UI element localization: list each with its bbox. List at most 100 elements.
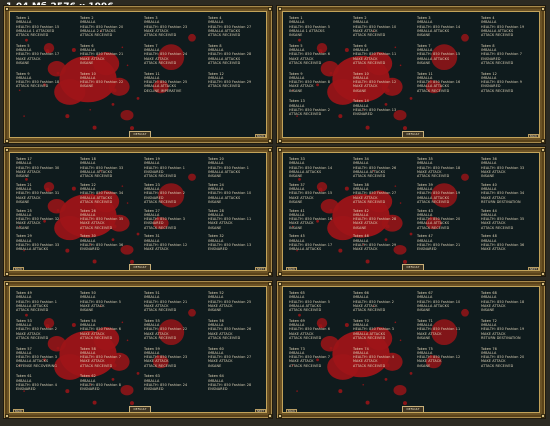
next-button[interactable]: NEXT: [528, 267, 539, 270]
roster-entry[interactable]: Token 1 IMBALLA HEALTH: 850 Fashion 5 IMBAL…: [289, 16, 330, 37]
roster-entry[interactable]: Token 37 IMBALLA HEALTH: 850 Fashion 15 MAK…: [289, 183, 332, 204]
default-button[interactable]: DEFAULT: [129, 264, 151, 270]
roster-entry[interactable]: Token 42 IMBALLA HEALTH: 850 Fashion 28 MAK…: [353, 209, 396, 230]
roster-entry[interactable]: Token 39 IMBALLA HEALTH: 850 Fashion 19 IMB…: [417, 183, 460, 204]
roster-entry[interactable]: Token 29 IMBALLA HEALTH: 850 Fashion 33 IMB…: [16, 234, 59, 251]
roster-entry[interactable]: Token 13 IMBALLA HEALTH: 850 Fashion 2 ATTA…: [289, 99, 330, 116]
default-button[interactable]: DEFAULT: [129, 131, 151, 137]
roster-entry[interactable]: Token 53 IMBALLA HEALTH: 850 Fashion 2 MAKE…: [16, 319, 57, 340]
roster-entry[interactable]: Token 73 IMBALLA HEALTH: 850 Fashion 7 MAKE…: [289, 347, 330, 368]
roster-entry[interactable]: Token 44 IMBALLA HEALTH: 850 Fashion 35 MAK…: [481, 209, 524, 230]
roster-entry[interactable]: Token 36 IMBALLA HEALTH: 850 Fashion 33 MAK…: [481, 157, 524, 178]
roster-entry[interactable]: Token 23 IMBALLA HEALTH: 850 Fashion 2 ENSN…: [144, 183, 185, 204]
roster-entry[interactable]: Token 38 IMBALLA HEALTH: 850 Fashion 27 MAK…: [353, 183, 396, 204]
roster-entry[interactable]: Token 47 IMBALLA HEALTH: 850 Fashion 21 ENS…: [417, 234, 460, 251]
roster-entry[interactable]: Token 67 IMBALLA HEALTH: 850 Fashion 10 IMB…: [417, 291, 460, 312]
roster-entry[interactable]: Token 10 IMBALLA HEALTH: 850 Fashion 12 MAK…: [353, 72, 396, 93]
roster-entry[interactable]: Token 14 IMBALLA HEALTH: 850 Fashion 13 ENS…: [353, 99, 396, 116]
roster-entry[interactable]: Token 9 IMBALLA HEALTH: 850 Fashion 18 ATTA…: [16, 72, 59, 89]
roster-entry[interactable]: Token 9 IMBALLA HEALTH: 850 Fashion 8 MAKE …: [289, 72, 330, 93]
default-button[interactable]: DEFAULT: [402, 406, 424, 412]
roster-entry[interactable]: Token 28 IMBALLA HEALTH: 850 Fashion 11 MAK…: [208, 209, 251, 230]
roster-entry[interactable]: Token 60 IMBALLA HEALTH: 850 Fashion 27 MAK…: [208, 347, 251, 368]
back-button[interactable]: BACK: [286, 409, 297, 413]
roster-entry[interactable]: Token 32 IMBALLA HEALTH: 850 Fashion 13 ENS…: [208, 234, 251, 251]
roster-entry[interactable]: Token 5 IMBALLA HEALTH: 850 Fashion 17 MAKE…: [16, 44, 59, 65]
roster-entry[interactable]: Token 7 IMBALLA HEALTH: 850 Fashion 24 MAKE…: [144, 44, 187, 65]
back-button[interactable]: BACK: [528, 134, 539, 138]
roster-entry[interactable]: Token 7 IMBALLA HEALTH: 850 Fashion 15 IMBA…: [417, 44, 460, 65]
roster-entry[interactable]: Token 69 IMBALLA HEALTH: 850 Fashion 6 MAKE…: [289, 319, 330, 340]
default-button[interactable]: DEFAULT: [402, 131, 424, 137]
roster-entry[interactable]: Token 4 IMBALLA HEALTH: 850 Fashion 27 IMBA…: [208, 16, 251, 37]
roster-entry[interactable]: Token 3 IMBALLA HEALTH: 850 Fashion 14 IMBA…: [417, 16, 460, 37]
roster-entry[interactable]: Token 46 IMBALLA HEALTH: 850 Fashion 29 MAK…: [353, 234, 396, 251]
roster-entry[interactable]: Token 43 IMBALLA HEALTH: 850 Fashion 20 IMB…: [417, 209, 460, 230]
roster-entry[interactable]: Token 31 IMBALLA HEALTH: 850 Fashion 12 MAK…: [144, 234, 187, 251]
roster-entry[interactable]: Token 72 IMBALLA HEALTH: 850 Fashion 19 MAK…: [481, 319, 524, 340]
roster-entry[interactable]: Token 27 IMBALLA HEALTH: 850 Fashion 3 ENSN…: [144, 209, 185, 230]
roster-entry[interactable]: Token 51 IMBALLA HEALTH: 850 Fashion 21 MAK…: [144, 291, 187, 312]
roster-entry[interactable]: Token 61 IMBALLA HEALTH: 850 Fashion 4 ENSN…: [16, 374, 57, 391]
roster-entry[interactable]: Token 52 IMBALLA HEALTH: 850 Fashion 25 MAK…: [208, 291, 251, 312]
default-button[interactable]: DEFAULT: [402, 264, 424, 270]
roster-entry[interactable]: Token 20 IMBALLA HEALTH: 850 Fashion 1 IMBA…: [208, 157, 249, 178]
roster-entry[interactable]: Token 11 IMBALLA HEALTH: 850 Fashion 25 IMB…: [144, 72, 187, 93]
roster-entry[interactable]: Token 3 IMBALLA HEALTH: 850 Fashion 23 MAKE…: [144, 16, 187, 37]
next-button[interactable]: NEXT: [255, 409, 266, 412]
roster-entry[interactable]: Token 71 IMBALLA HEALTH: 850 Fashion 11 MAK…: [417, 319, 460, 340]
back-button[interactable]: BACK: [13, 409, 24, 413]
roster-entry[interactable]: Token 62 IMBALLA HEALTH: 850 Fashion 8 ENSN…: [80, 374, 121, 391]
roster-entry[interactable]: Token 68 IMBALLA HEALTH: 850 Fashion 18 MAK…: [481, 291, 524, 312]
roster-entry[interactable]: Token 17 IMBALLA HEALTH: 850 Fashion 30 MAK…: [16, 157, 59, 178]
roster-entry[interactable]: Token 58 IMBALLA HEALTH: 850 Fashion 7 MAKE…: [80, 347, 121, 368]
roster-entry[interactable]: Token 6 IMBALLA HEALTH: 850 Fashion 21 MAKE…: [80, 44, 123, 65]
roster-entry[interactable]: Token 4 IMBALLA HEALTH: 850 Fashion 19 IMBA…: [481, 16, 524, 37]
roster-entry[interactable]: Token 21 IMBALLA HEALTH: 850 Fashion 31 MAK…: [16, 183, 59, 204]
roster-entry[interactable]: Token 33 IMBALLA HEALTH: 850 Fashion 14 IMB…: [289, 157, 332, 178]
roster-entry[interactable]: Token 76 IMBALLA HEALTH: 850 Fashion 20 MAK…: [481, 347, 524, 368]
roster-entry[interactable]: Token 19 IMBALLA HEALTH: 850 Fashion 1 ENSN…: [144, 157, 185, 178]
roster-entry[interactable]: Token 57 IMBALLA HEALTH: 850 Fashion 3 IMBA…: [16, 347, 57, 368]
roster-entry[interactable]: Token 45 IMBALLA HEALTH: 850 Fashion 17 IMB…: [289, 234, 332, 251]
roster-entry[interactable]: Token 8 IMBALLA HEALTH: 850 Fashion 7 ENSNA…: [481, 44, 522, 65]
default-button[interactable]: DEFAULT: [129, 406, 151, 412]
roster-entry[interactable]: Token 26 IMBALLA HEALTH: 850 Fashion 35 MAK…: [80, 209, 123, 230]
next-button[interactable]: NEXT: [255, 267, 266, 270]
roster-entry[interactable]: Token 49 IMBALLA HEALTH: 850 Fashion 1 IMBA…: [16, 291, 57, 312]
roster-entry[interactable]: Token 11 IMBALLA HEALTH: 850 Fashion 16 IMB…: [417, 72, 460, 93]
roster-entry[interactable]: Token 22 IMBALLA HEALTH: 850 Fashion 34 IMB…: [80, 183, 123, 204]
roster-entry[interactable]: Token 59 IMBALLA HEALTH: 850 Fashion 23 MAK…: [144, 347, 187, 368]
back-button[interactable]: BACK: [286, 267, 297, 271]
roster-entry[interactable]: Token 74 IMBALLA HEALTH: 850 Fashion 4 MAKE…: [353, 347, 394, 368]
roster-entry[interactable]: Token 41 IMBALLA HEALTH: 850 Fashion 16 MAK…: [289, 209, 332, 230]
back-button[interactable]: BACK: [13, 267, 24, 271]
roster-entry[interactable]: Token 55 IMBALLA HEALTH: 850 Fashion 22 MAK…: [144, 319, 187, 340]
roster-entry[interactable]: Token 75 IMBALLA HEALTH: 850 Fashion 12 MAK…: [417, 347, 460, 368]
roster-entry[interactable]: Token 2 IMBALLA HEALTH: 850 Fashion 20 IMBA…: [80, 16, 123, 37]
roster-entry[interactable]: Token 56 IMBALLA HEALTH: 850 Fashion 26 MAK…: [208, 319, 251, 340]
roster-entry[interactable]: Token 5 IMBALLA HEALTH: 850 Fashion 6 MAKE …: [289, 44, 330, 65]
roster-entry[interactable]: Token 63 IMBALLA HEALTH: 850 Fashion 24 ENS…: [144, 374, 187, 391]
roster-entry[interactable]: Token 48 IMBALLA HEALTH: 850 Fashion 36 MAK…: [481, 234, 524, 251]
roster-entry[interactable]: Token 64 IMBALLA HEALTH: 850 Fashion 28 ENS…: [208, 374, 251, 391]
roster-entry[interactable]: Token 34 IMBALLA HEALTH: 850 Fashion 26 IMB…: [353, 157, 396, 178]
roster-entry[interactable]: Token 70 IMBALLA HEALTH: 850 Fashion 3 IMBA…: [353, 319, 394, 340]
roster-entry[interactable]: Token 10 IMBALLA HEALTH: 850 Fashion 22 INS…: [80, 72, 123, 89]
roster-entry[interactable]: Token 65 IMBALLA HEALTH: 850 Fashion 5 IMBA…: [289, 291, 330, 312]
roster-entry[interactable]: Token 2 IMBALLA HEALTH: 850 Fashion 10 MAKE…: [353, 16, 396, 37]
roster-entry[interactable]: Token 54 IMBALLA HEALTH: 850 Fashion 6 MAKE…: [80, 319, 121, 340]
roster-entry[interactable]: Token 25 IMBALLA HEALTH: 850 Fashion 32 MAK…: [16, 209, 59, 230]
roster-entry[interactable]: Token 12 IMBALLA HEALTH: 850 Fashion 29 ATT…: [208, 72, 251, 89]
roster-entry[interactable]: Token 6 IMBALLA HEALTH: 850 Fashion 11 MAKE…: [353, 44, 396, 65]
roster-entry[interactable]: Token 40 IMBALLA HEALTH: 850 Fashion 34 MAK…: [481, 183, 524, 204]
roster-entry[interactable]: Token 8 IMBALLA HEALTH: 850 Fashion 28 IMBA…: [208, 44, 251, 65]
roster-entry[interactable]: Token 18 IMBALLA HEALTH: 850 Fashion 33 IMB…: [80, 157, 123, 178]
back-button[interactable]: BACK: [255, 134, 266, 138]
roster-entry[interactable]: Token 24 IMBALLA HEALTH: 850 Fashion 10 IMB…: [208, 183, 251, 204]
roster-entry[interactable]: Token 66 IMBALLA HEALTH: 850 Fashion 2 MAKE…: [353, 291, 394, 312]
roster-entry[interactable]: Token 1 IMBALLA HEALTH: 850 Fashion 15 IMBA…: [16, 16, 59, 37]
roster-entry[interactable]: Token 35 IMBALLA HEALTH: 850 Fashion 18 MAK…: [417, 157, 460, 178]
roster-entry[interactable]: Token 50 IMBALLA HEALTH: 850 Fashion 5 MAKE…: [80, 291, 121, 312]
roster-entry[interactable]: Token 30 IMBALLA HEALTH: 850 Fashion 36 ENS…: [80, 234, 123, 251]
